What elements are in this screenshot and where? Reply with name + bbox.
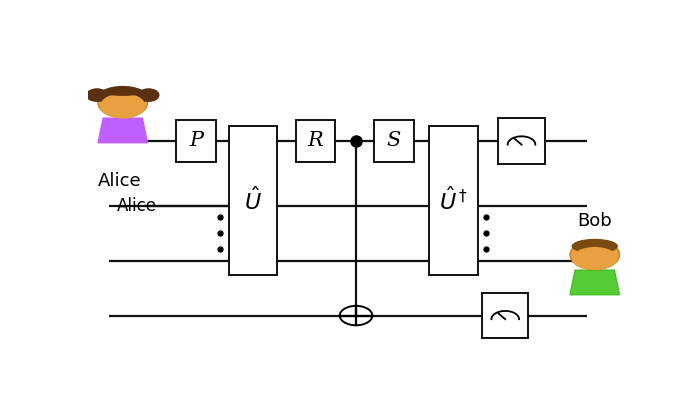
Ellipse shape [571, 239, 618, 254]
Circle shape [98, 88, 148, 118]
Ellipse shape [572, 247, 617, 270]
Polygon shape [98, 118, 148, 143]
Polygon shape [570, 270, 620, 295]
Circle shape [570, 240, 620, 270]
FancyBboxPatch shape [296, 120, 335, 162]
FancyBboxPatch shape [482, 293, 528, 338]
Text: R: R [307, 131, 323, 150]
FancyBboxPatch shape [498, 118, 545, 164]
Text: $\hat{U}^\dagger$: $\hat{U}^\dagger$ [440, 187, 468, 215]
FancyBboxPatch shape [374, 120, 414, 162]
Text: Alice: Alice [98, 172, 142, 190]
FancyBboxPatch shape [176, 120, 216, 162]
Ellipse shape [100, 93, 146, 118]
Text: S: S [387, 131, 401, 150]
Circle shape [87, 89, 107, 101]
Text: Bob: Bob [578, 212, 612, 230]
Text: $\hat{U}$: $\hat{U}$ [244, 187, 262, 215]
Circle shape [138, 89, 159, 101]
Ellipse shape [101, 88, 145, 96]
FancyBboxPatch shape [228, 126, 277, 275]
FancyBboxPatch shape [429, 126, 478, 275]
Text: P: P [189, 131, 203, 150]
Text: Alice: Alice [118, 197, 158, 215]
Ellipse shape [98, 86, 148, 108]
